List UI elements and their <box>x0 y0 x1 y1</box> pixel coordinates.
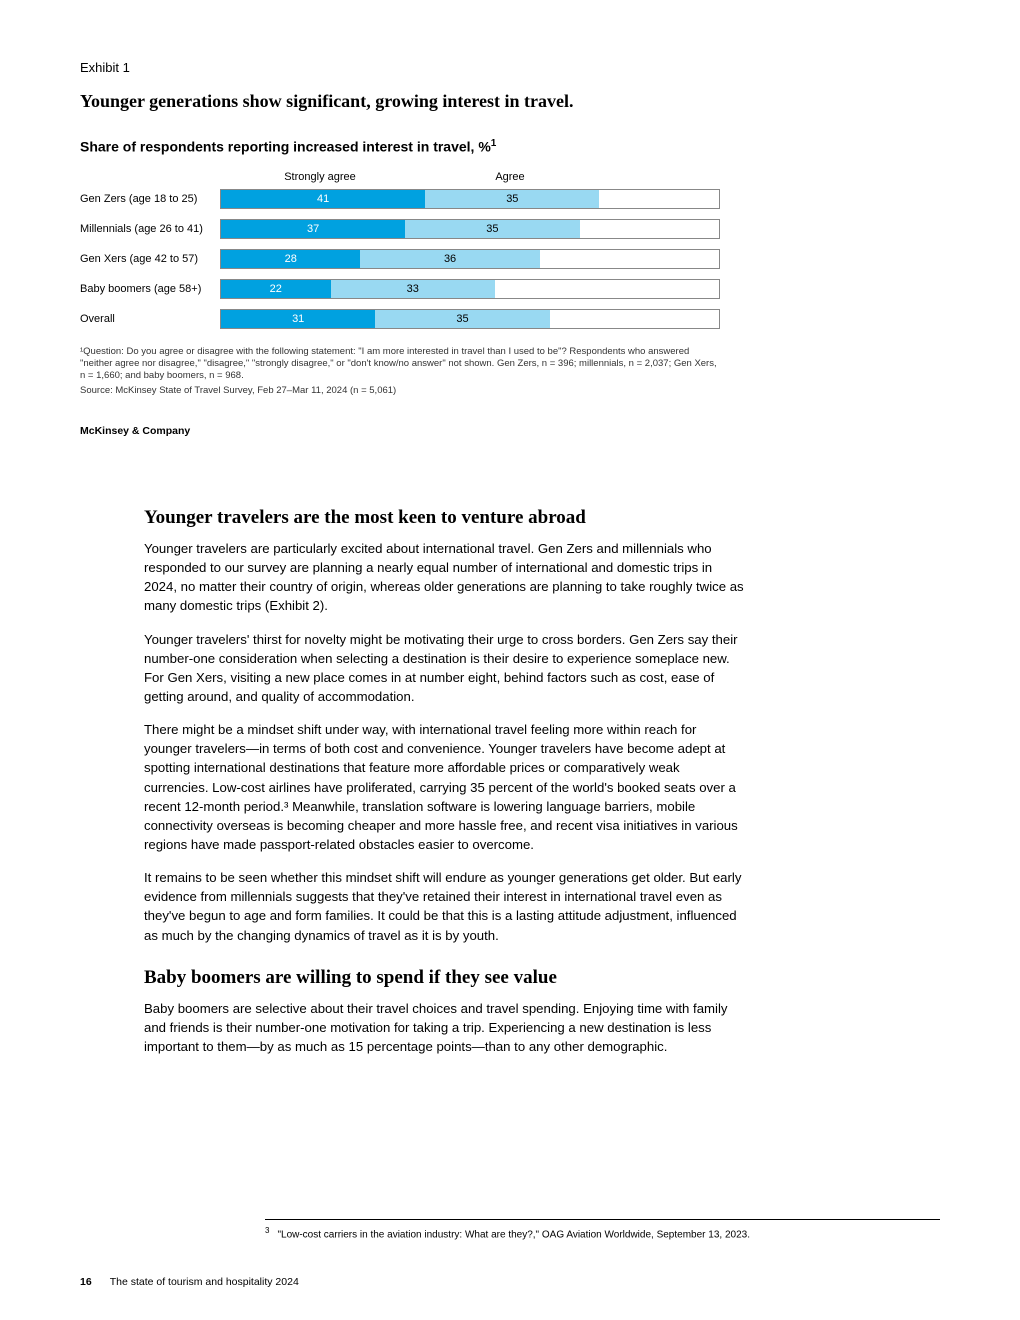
bar-label: Gen Zers (age 18 to 25) <box>80 193 220 205</box>
bar-segment-strongly-agree: 28 <box>221 250 360 268</box>
bar-track: 2836 <box>220 249 720 269</box>
chart-footnote: ¹Question: Do you agree or disagree with… <box>80 346 720 383</box>
chart-legend: Strongly agree Agree <box>80 171 720 183</box>
chart-brand: McKinsey & Company <box>80 425 940 437</box>
chart-rows: Gen Zers (age 18 to 25)4135Millennials (… <box>80 187 720 332</box>
heading-younger-travelers: Younger travelers are the most keen to v… <box>144 507 744 529</box>
footnote-sup: 3 <box>265 1226 269 1235</box>
bar-segment-agree: 35 <box>405 220 579 238</box>
bar-label: Millennials (age 26 to 41) <box>80 223 220 235</box>
article-body: Younger travelers are the most keen to v… <box>144 507 744 1056</box>
bottom-footnote: 3 "Low-cost carriers in the aviation indu… <box>265 1226 750 1240</box>
bar-segment-agree: 36 <box>360 250 539 268</box>
bar-segment-agree: 35 <box>375 310 549 328</box>
bar-label: Baby boomers (age 58+) <box>80 283 220 295</box>
paragraph: Baby boomers are selective about their t… <box>144 999 744 1056</box>
paragraph: Younger travelers are particularly excit… <box>144 539 744 616</box>
bar-segment-agree: 33 <box>331 280 495 298</box>
paragraph: It remains to be seen whether this minds… <box>144 868 744 945</box>
bar-track: 3735 <box>220 219 720 239</box>
bar-segment-strongly-agree: 22 <box>221 280 331 298</box>
bar-row: Millennials (age 26 to 41)3735 <box>80 217 720 242</box>
bar-row: Baby boomers (age 58+)2233 <box>80 277 720 302</box>
paragraph: There might be a mindset shift under way… <box>144 720 744 854</box>
bar-label: Overall <box>80 313 220 325</box>
subtitle-sup: 1 <box>491 138 497 149</box>
exhibit-label: Exhibit 1 <box>80 60 940 75</box>
subtitle-main: Share of respondents reporting increased… <box>80 139 478 155</box>
bar-segment-strongly-agree: 37 <box>221 220 405 238</box>
footnote-text: "Low-cost carriers in the aviation indus… <box>277 1229 750 1240</box>
chart: Strongly agree Agree Gen Zers (age 18 to… <box>80 171 720 332</box>
bar-track: 3135 <box>220 309 720 329</box>
bar-segment-strongly-agree: 41 <box>221 190 425 208</box>
bar-segment-strongly-agree: 31 <box>221 310 375 328</box>
doc-title: The state of tourism and hospitality 202… <box>110 1276 299 1288</box>
chart-source: Source: McKinsey State of Travel Survey,… <box>80 385 720 397</box>
subtitle-unit: % <box>478 139 490 155</box>
legend-strongly-agree: Strongly agree <box>220 171 420 183</box>
bar-label: Gen Xers (age 42 to 57) <box>80 253 220 265</box>
exhibit-title: Younger generations show significant, gr… <box>80 91 940 112</box>
bar-row: Overall3135 <box>80 307 720 332</box>
paragraph: Younger travelers' thirst for novelty mi… <box>144 630 744 707</box>
bar-row: Gen Zers (age 18 to 25)4135 <box>80 187 720 212</box>
page-footer: 16 The state of tourism and hospitality 2… <box>80 1276 299 1288</box>
bar-track: 4135 <box>220 189 720 209</box>
bar-track: 2233 <box>220 279 720 299</box>
legend-agree: Agree <box>420 171 600 183</box>
page-number: 16 <box>80 1276 92 1288</box>
chart-subtitle: Share of respondents reporting increased… <box>80 138 940 155</box>
bar-segment-agree: 35 <box>425 190 599 208</box>
bar-row: Gen Xers (age 42 to 57)2836 <box>80 247 720 272</box>
footnote-divider <box>265 1219 940 1220</box>
heading-baby-boomers: Baby boomers are willing to spend if the… <box>144 967 744 989</box>
